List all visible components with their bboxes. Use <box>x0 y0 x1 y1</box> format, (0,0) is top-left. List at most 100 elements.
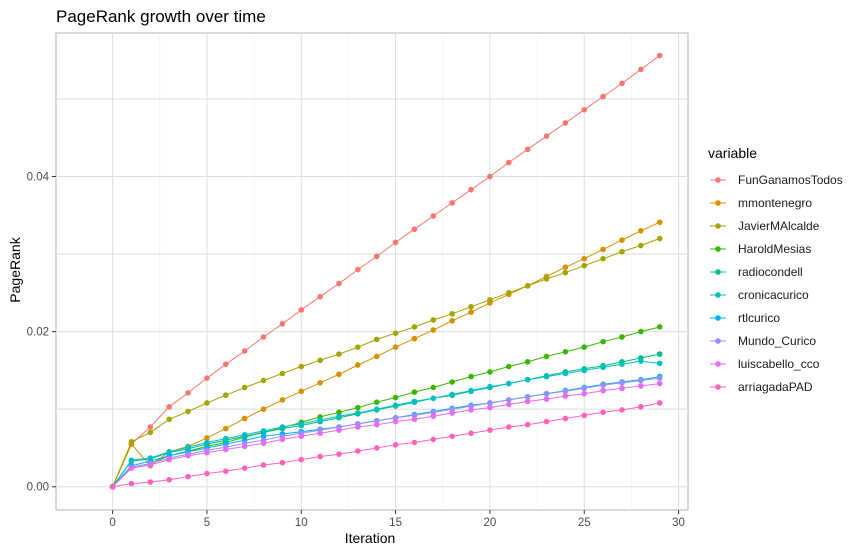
data-point <box>279 424 286 430</box>
data-point <box>411 324 418 330</box>
legend-title: variable <box>708 145 757 161</box>
data-point <box>204 400 210 406</box>
data-point <box>260 428 267 434</box>
data-point <box>260 440 267 447</box>
data-point <box>656 219 663 226</box>
data-point <box>222 446 229 453</box>
data-point <box>222 425 229 432</box>
data-point <box>166 476 172 483</box>
data-point <box>505 401 512 408</box>
legend-item: radiocondell <box>710 265 803 279</box>
data-point <box>562 120 569 126</box>
data-point <box>373 421 380 428</box>
data-point <box>373 406 380 412</box>
data-point <box>430 213 437 219</box>
data-point <box>392 414 399 421</box>
x-tick-label: 0 <box>109 517 115 529</box>
data-point <box>449 310 455 317</box>
data-point <box>619 80 625 87</box>
data-point <box>355 344 361 350</box>
data-point <box>204 375 210 381</box>
data-point <box>260 334 267 340</box>
data-point <box>581 390 588 397</box>
data-point <box>279 397 286 403</box>
x-tick-label: 15 <box>389 517 402 529</box>
x-tick-label: 25 <box>578 517 591 529</box>
data-point <box>619 385 625 392</box>
data-point <box>260 377 267 384</box>
legend-key-point <box>715 361 721 367</box>
data-point <box>543 133 550 139</box>
data-point <box>222 435 229 442</box>
data-point <box>505 363 512 370</box>
chart-marks <box>109 52 663 490</box>
legend-item: JavierMAlcalde <box>710 219 820 233</box>
legend-key-point <box>715 315 721 321</box>
legend-label: Mundo_Curico <box>738 334 816 348</box>
data-point <box>487 427 493 433</box>
legend-label: cronicacurico <box>738 288 809 302</box>
data-point <box>581 385 588 392</box>
legend-label: JavierMAlcalde <box>738 219 820 233</box>
series-line <box>112 402 660 488</box>
series-line <box>112 353 660 487</box>
data-point <box>638 383 644 389</box>
data-point <box>468 430 474 437</box>
y-axis-title: PageRank <box>7 236 23 302</box>
x-tick-label: 30 <box>672 517 685 529</box>
data-point <box>524 359 531 365</box>
data-point <box>204 435 210 441</box>
data-point <box>128 465 135 471</box>
series-line <box>112 377 660 488</box>
series-JavierMAlcalde <box>109 235 663 490</box>
data-point <box>241 384 248 391</box>
data-point <box>336 451 342 457</box>
data-point <box>468 373 474 380</box>
data-point <box>581 255 588 262</box>
data-point <box>619 248 625 255</box>
data-point <box>600 364 606 371</box>
data-point <box>656 52 663 59</box>
data-point <box>449 410 455 416</box>
data-point <box>619 380 625 386</box>
data-point <box>600 338 606 345</box>
data-point <box>543 390 550 397</box>
data-point <box>336 413 342 419</box>
data-point <box>355 266 361 273</box>
data-point <box>638 66 644 73</box>
data-point <box>392 394 399 401</box>
data-point <box>373 418 380 424</box>
chart-title: PageRank growth over time <box>56 7 266 26</box>
data-point <box>638 242 644 249</box>
data-point <box>505 424 512 430</box>
legend-key-point <box>715 177 721 183</box>
legend-label: mmontenegro <box>738 196 812 210</box>
data-point <box>600 409 606 416</box>
data-point <box>336 409 342 416</box>
data-point <box>185 408 191 415</box>
x-tick-label: 5 <box>204 517 210 529</box>
y-tick-label: 0.04 <box>27 171 50 183</box>
data-point <box>656 400 663 406</box>
data-point <box>430 413 437 419</box>
data-point <box>392 442 399 448</box>
data-point <box>430 384 437 391</box>
legend-label: radiocondell <box>738 265 803 279</box>
data-point <box>543 418 550 425</box>
data-point <box>638 358 644 364</box>
data-point <box>355 404 361 411</box>
data-point <box>222 468 229 475</box>
series-line <box>112 360 660 487</box>
data-point <box>241 443 248 450</box>
data-point <box>166 449 172 455</box>
data-point <box>600 387 606 394</box>
series-line <box>112 326 660 488</box>
legend-label: luiscabello_cco <box>738 357 820 371</box>
series-line <box>112 383 660 488</box>
data-point <box>147 462 154 468</box>
data-point <box>317 417 323 423</box>
data-point <box>317 357 323 364</box>
data-point <box>355 362 361 368</box>
data-point <box>468 403 474 409</box>
data-point <box>656 324 663 330</box>
